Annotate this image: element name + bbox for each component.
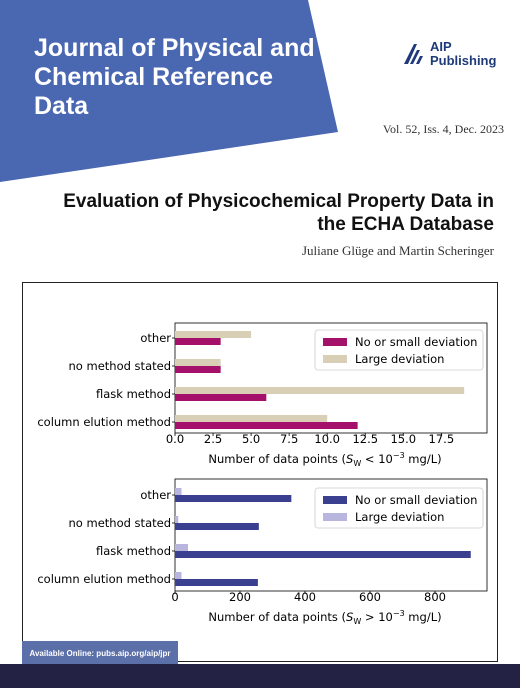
bar-small-deviation — [175, 338, 221, 345]
authors: Juliane Glüge and Martin Scheringer — [301, 243, 494, 258]
legend-label: No or small deviation — [355, 493, 477, 507]
bar-small-deviation — [175, 579, 258, 586]
x-tick-label: 7.5 — [280, 432, 298, 446]
bar-small-deviation — [175, 495, 292, 502]
bar-large-deviation — [175, 516, 179, 523]
figure-frame: column elution method flask method no meth… — [22, 282, 498, 662]
category-label: other — [140, 488, 171, 502]
category-label: flask method — [96, 544, 171, 558]
legend-swatch — [323, 496, 347, 504]
footer-band — [0, 664, 520, 688]
x-tick-label: 400 — [294, 590, 316, 604]
x-tick-label: 600 — [359, 590, 381, 604]
x-tick-label: 5.0 — [242, 432, 260, 446]
online-availability: Available Online: pubs.aip.org/aip/jpr — [22, 641, 178, 667]
x-tick-label: 800 — [424, 590, 446, 604]
x-tick-label: 2.5 — [204, 432, 222, 446]
legend-label: Large deviation — [355, 352, 444, 366]
bar-large-deviation — [175, 544, 188, 551]
bar-large-deviation — [175, 331, 252, 338]
x-tick-label: 200 — [229, 590, 251, 604]
banner-shape — [0, 0, 338, 182]
x-axis-label: Number of data points (SW < 10−3 mg/L) — [208, 451, 441, 468]
publisher-logo: AIP Publishing — [402, 40, 512, 70]
x-tick-label: 0.0 — [166, 432, 184, 446]
x-tick-label: 17.5 — [429, 432, 455, 446]
plot-area — [174, 478, 488, 592]
x-tick-label: 12.5 — [352, 432, 378, 446]
legend-swatch — [323, 513, 347, 521]
x-tick-label: 10.0 — [314, 432, 340, 446]
cover-banner — [0, 0, 338, 182]
x-tick-label: 15.0 — [390, 432, 416, 446]
chart-panel-2: column elution method flask method no meth… — [37, 478, 488, 626]
bar-large-deviation — [175, 488, 182, 495]
category-label: column elution method — [37, 415, 171, 429]
figure-charts: column elution method flask method no meth… — [37, 322, 488, 626]
publisher-line2: Publishing — [430, 53, 497, 68]
bar-small-deviation — [175, 394, 267, 401]
publisher-line1: AIP — [430, 39, 452, 54]
category-label: no method stated — [69, 516, 171, 530]
bar-small-deviation — [175, 523, 259, 530]
legend-label: Large deviation — [355, 510, 444, 524]
category-label: other — [140, 331, 171, 345]
category-label: no method stated — [69, 359, 171, 373]
article-title: Evaluation of Physicochemical Property D… — [63, 191, 494, 235]
legend: No or small deviation Large deviation — [314, 487, 484, 529]
category-label: flask method — [96, 387, 171, 401]
plot-area — [174, 322, 488, 434]
legend-label: No or small deviation — [355, 335, 477, 349]
legend-box — [314, 329, 484, 371]
category-label: column elution method — [37, 572, 171, 586]
legend-swatch — [323, 338, 347, 346]
legend: No or small deviation Large deviation — [314, 329, 484, 371]
x-axis-label: Number of data points (SW > 10−3 mg/L) — [208, 609, 441, 626]
bar-small-deviation — [175, 366, 221, 373]
aip-stripes-logo-icon — [404, 44, 423, 64]
bar-large-deviation — [175, 415, 328, 422]
issue-info: Vol. 52, Iss. 4, Dec. 2023 — [382, 122, 504, 136]
bar-large-deviation — [175, 387, 465, 394]
chart-panel-1: column elution method flask method no meth… — [37, 322, 488, 468]
bar-large-deviation — [175, 359, 221, 366]
journal-title: Journal of Physical and Chemical Referen… — [34, 34, 315, 120]
x-tick-label: 0 — [171, 590, 178, 604]
bar-large-deviation — [175, 572, 182, 579]
legend-swatch — [323, 355, 347, 363]
legend-box — [314, 487, 484, 529]
bar-small-deviation — [175, 422, 358, 429]
bar-small-deviation — [175, 551, 471, 558]
